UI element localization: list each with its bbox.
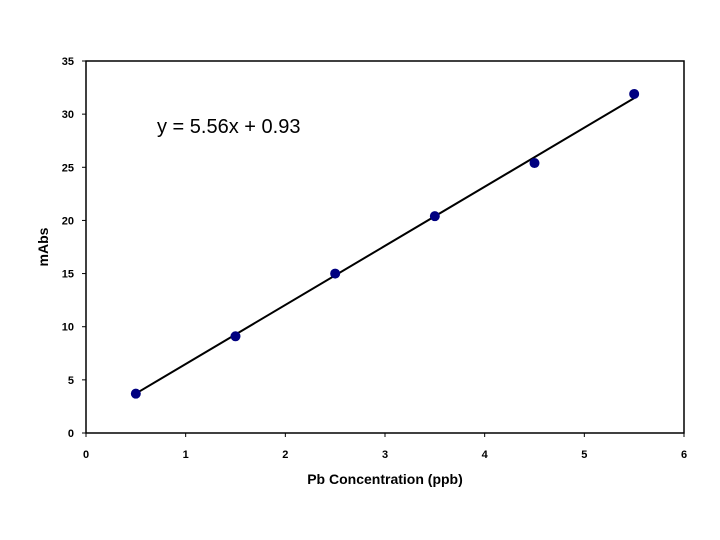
data-point	[629, 88, 640, 99]
y-tick-label: 30	[62, 109, 74, 121]
x-tick-label: 5	[581, 449, 587, 461]
regression-equation: y = 5.56x + 0.93	[157, 116, 300, 138]
y-tick-label: 35	[62, 56, 74, 68]
data-points-layer	[130, 88, 640, 399]
x-tick-label: 6	[681, 449, 687, 461]
x-axis-ticks: 0 1 2 3 4 5 6	[83, 433, 687, 461]
y-tick-label: 10	[62, 322, 74, 334]
y-tick-label: 0	[68, 428, 74, 440]
trendline	[135, 97, 635, 395]
y-tick-label: 25	[62, 162, 74, 174]
data-point	[529, 158, 540, 169]
data-point	[230, 331, 241, 342]
data-point	[330, 268, 341, 279]
y-axis-title: mAbs	[35, 227, 51, 266]
y-tick-label: 5	[68, 375, 74, 387]
x-tick-label: 3	[382, 449, 388, 461]
x-axis-title: Pb Concentration (ppb)	[307, 471, 463, 487]
y-tick-label: 20	[62, 215, 74, 227]
data-point	[429, 211, 440, 222]
trendline-layer	[135, 97, 635, 395]
x-tick-label: 2	[282, 449, 288, 461]
x-tick-label: 0	[83, 449, 89, 461]
x-tick-label: 4	[482, 449, 489, 461]
y-tick-label: 15	[62, 269, 74, 281]
data-point	[130, 388, 141, 399]
y-axis-ticks: 0 5 10 15 20 25 30 35	[62, 56, 86, 440]
x-tick-label: 1	[183, 449, 189, 461]
plot-area-frame	[85, 60, 685, 434]
